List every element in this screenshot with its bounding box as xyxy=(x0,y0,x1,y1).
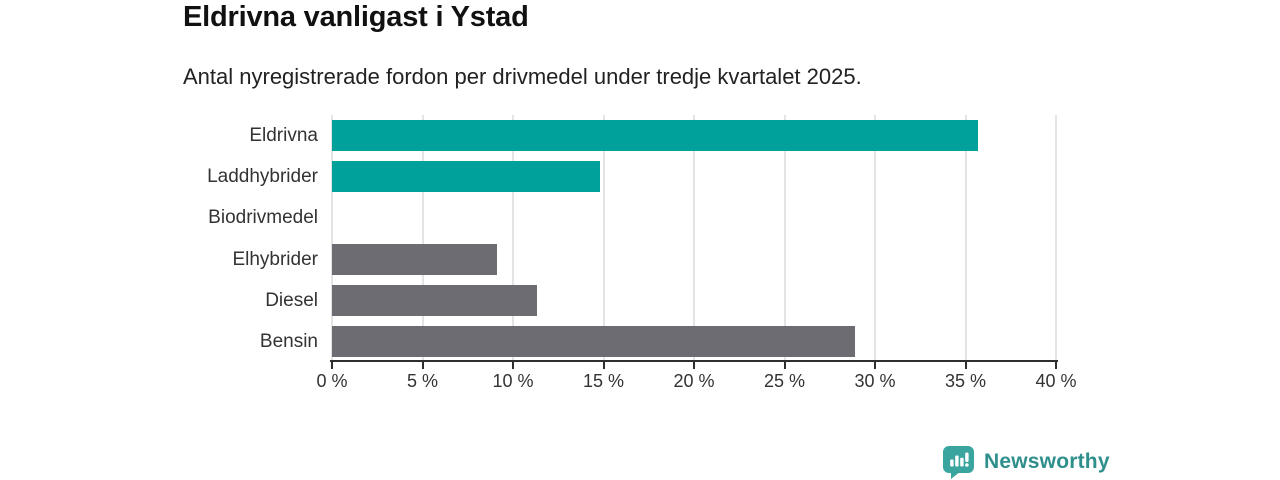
x-axis-tick-label: 35 % xyxy=(944,371,987,391)
x-axis-tick xyxy=(1055,362,1057,369)
bar-row xyxy=(332,239,1056,280)
x-axis-tick-label: 20 % xyxy=(673,371,715,391)
gridline xyxy=(331,115,333,362)
x-axis-tick-label: 0 % xyxy=(316,371,348,391)
category-label: Diesel xyxy=(265,289,318,311)
gridline xyxy=(693,115,695,362)
x-axis-tick-label: 15 % xyxy=(582,371,625,391)
category-label: Eldrivna xyxy=(249,125,318,146)
gridline xyxy=(602,115,605,362)
x-axis-tick-label: 40 % xyxy=(1035,371,1077,391)
bar-laddhybrider xyxy=(332,161,600,193)
chart-subtitle: Antal nyregistrerade fordon per drivmede… xyxy=(183,64,862,89)
category-label: Laddhybrider xyxy=(207,166,318,188)
x-axis-tick-label: 30 % xyxy=(854,371,896,391)
gridline xyxy=(874,115,876,362)
x-axis-tick-label: 25 % xyxy=(763,371,806,391)
bar-row xyxy=(332,115,1056,156)
bar-row xyxy=(332,321,1056,362)
x-axis-line xyxy=(330,360,1058,362)
gridline xyxy=(421,115,424,362)
y-axis-category-labels: Eldrivna Laddhybrider Biodrivmedel Elhybrid… xyxy=(0,115,318,362)
x-axis-tick xyxy=(874,362,876,369)
x-axis-tick xyxy=(693,362,695,369)
x-axis-tick-label: 10 % xyxy=(492,371,534,391)
bar-elhybrider xyxy=(332,243,497,275)
bar-row xyxy=(332,280,1056,321)
newsworthy-logo[interactable]: Newsworthy xyxy=(942,445,1110,479)
gridline xyxy=(512,115,514,362)
x-axis-tick xyxy=(421,362,424,369)
bar-row xyxy=(332,156,1056,197)
x-axis-tick-label: 5 % xyxy=(406,371,439,391)
category-label: Biodrivmedel xyxy=(208,207,318,229)
chart-title: Eldrivna vanligast i Ystad xyxy=(183,1,529,33)
bar-row xyxy=(332,197,1056,238)
x-axis-tick xyxy=(331,362,333,369)
x-axis-tick xyxy=(512,362,514,369)
bar-bensin xyxy=(332,325,856,357)
gridline xyxy=(964,115,967,362)
x-axis-tick xyxy=(602,362,605,369)
category-label: Elhybrider xyxy=(232,248,318,270)
bar-diesel xyxy=(332,284,537,316)
plot-area: 0 % 5 % 10 % 15 % 20 % 25 % 30 % 35 % 40 % xyxy=(316,115,1077,391)
gridline xyxy=(783,115,786,362)
bar-eldrivna xyxy=(332,120,979,151)
gridline xyxy=(1055,115,1057,362)
category-label: Bensin xyxy=(259,330,318,352)
x-axis-tick xyxy=(964,362,967,369)
newsworthy-bar-chart-icon xyxy=(942,445,975,479)
newsworthy-logo-text: Newsworthy xyxy=(984,450,1110,473)
x-axis-tick xyxy=(783,362,786,369)
